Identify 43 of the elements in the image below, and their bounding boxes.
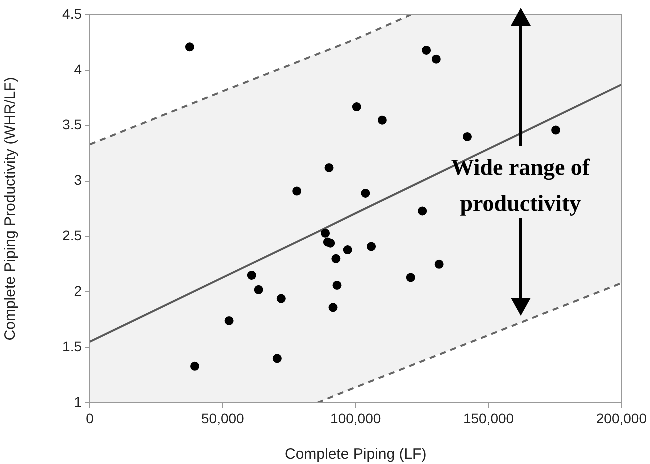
point — [324, 163, 334, 172]
y-axis-title: Complete Piping Productivity (WHR/LF) — [2, 77, 20, 341]
x-tick-label: 200,000 — [596, 410, 648, 426]
point — [292, 186, 302, 196]
point — [224, 316, 234, 326]
y-tick-label: 1 — [74, 394, 82, 410]
x-axis-title: Complete Piping (LF) — [284, 446, 427, 464]
point — [463, 132, 472, 142]
point — [247, 271, 256, 280]
point — [276, 294, 286, 304]
y-tick-label: 4 — [74, 61, 82, 78]
point — [378, 116, 387, 125]
point — [367, 242, 376, 252]
point — [332, 254, 341, 264]
x-tick-label: 100,000 — [330, 410, 382, 426]
point — [321, 228, 330, 238]
line-series — [90, 15, 412, 146]
annotation: Wide range of productivity — [451, 154, 590, 216]
point — [361, 188, 370, 198]
point — [432, 54, 441, 64]
point — [185, 42, 194, 52]
y-tick-label: 2 — [74, 283, 82, 299]
x-tick-label: 0 — [86, 410, 94, 426]
point — [418, 206, 428, 216]
x-tick-label: 150,000 — [463, 410, 514, 426]
point — [434, 260, 444, 269]
point — [352, 102, 362, 112]
line-series — [316, 282, 622, 403]
y-tick-label: 2.5 — [62, 228, 82, 244]
point — [332, 280, 342, 290]
y-tick-label: 3 — [74, 172, 82, 188]
point — [552, 126, 561, 135]
point — [343, 246, 352, 255]
point — [328, 303, 338, 312]
point — [254, 285, 264, 294]
x-tick-label: 50,000 — [202, 410, 245, 426]
point — [422, 46, 432, 55]
y-tick-label: 3.5 — [62, 116, 82, 133]
y-tick-label: 4.5 — [62, 6, 82, 22]
y-tick-label: 1.5 — [62, 338, 82, 354]
point — [272, 354, 282, 364]
point — [406, 273, 416, 282]
point — [190, 362, 200, 371]
